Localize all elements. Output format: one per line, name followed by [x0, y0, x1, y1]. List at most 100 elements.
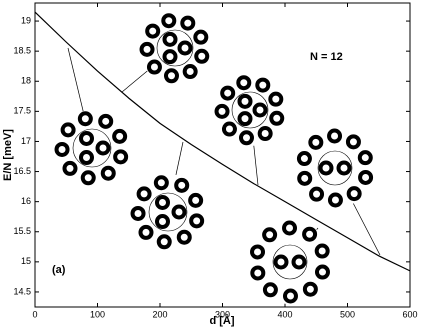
- y-tick-label: 18.5: [13, 46, 31, 56]
- ring: [155, 194, 170, 210]
- ring: [282, 288, 298, 304]
- ring: [269, 110, 285, 126]
- ring: [113, 149, 129, 165]
- ring: [236, 75, 252, 91]
- panel-label: (a): [52, 264, 66, 276]
- ring: [98, 113, 114, 129]
- ring: [357, 150, 373, 166]
- ring: [262, 227, 278, 243]
- ring: [77, 111, 93, 127]
- ring: [156, 234, 172, 250]
- cluster-outline: [231, 91, 269, 129]
- cluster-outline: [148, 192, 188, 232]
- y-tick-label: 15: [21, 256, 31, 266]
- ring: [346, 186, 362, 202]
- ring: [273, 254, 289, 270]
- ring: [297, 170, 313, 186]
- x-tick-label: 400: [277, 309, 292, 319]
- ring: [302, 281, 318, 297]
- ring: [327, 192, 343, 208]
- y-tick-label: 19: [21, 15, 31, 25]
- ring: [146, 59, 162, 75]
- cluster-outline: [272, 244, 308, 280]
- y-tick-label: 17.5: [13, 106, 31, 116]
- y-tick-label: 15.5: [13, 226, 31, 236]
- ring: [161, 13, 177, 29]
- ring: [194, 48, 210, 64]
- ring: [54, 141, 70, 157]
- ring: [318, 160, 334, 176]
- ring: [309, 186, 325, 202]
- y-tick-label: 18: [21, 76, 31, 86]
- x-tick-label: 200: [152, 309, 167, 319]
- ring: [221, 121, 237, 137]
- ring: [250, 244, 266, 260]
- cluster-outline: [156, 29, 194, 67]
- ring: [214, 103, 230, 119]
- ring: [182, 64, 198, 80]
- ring: [162, 49, 178, 65]
- ring: [189, 213, 205, 229]
- ring: [176, 229, 192, 245]
- series-line: [34, 11, 411, 272]
- x-tick-label: 600: [402, 309, 417, 319]
- ring: [153, 175, 169, 191]
- ring: [136, 186, 152, 202]
- ring: [79, 130, 94, 146]
- y-tick-label: 14.5: [13, 286, 31, 296]
- ring: [237, 93, 253, 109]
- ring: [345, 134, 361, 150]
- ring: [237, 111, 253, 127]
- y-axis-label: E/N [meV]: [2, 129, 14, 181]
- cluster-outline: [317, 150, 353, 186]
- ring: [112, 128, 128, 144]
- ring: [327, 128, 343, 144]
- ring: [155, 214, 170, 230]
- ring: [193, 29, 209, 45]
- ring: [291, 254, 307, 270]
- y-tick-label: 16: [21, 196, 31, 206]
- ring: [255, 77, 271, 93]
- ring: [314, 264, 330, 280]
- ring: [100, 165, 116, 181]
- x-tick-label: 300: [215, 309, 230, 319]
- ring: [302, 226, 318, 242]
- ring: [314, 243, 330, 259]
- cluster-outline: [72, 128, 112, 168]
- ring: [80, 170, 96, 186]
- ring: [250, 265, 266, 281]
- ring: [162, 31, 178, 47]
- x-axis-label: d [Å]: [209, 314, 234, 327]
- ring: [95, 140, 111, 156]
- x-tick-label: 500: [340, 309, 355, 319]
- ring: [138, 224, 154, 240]
- ring: [257, 126, 273, 142]
- ring: [238, 130, 254, 146]
- y-tick-label: 17: [21, 136, 31, 146]
- ring: [180, 15, 196, 31]
- ring: [79, 150, 94, 166]
- ring: [145, 23, 161, 39]
- chart-title: N = 12: [310, 51, 343, 63]
- ring: [336, 160, 352, 176]
- ring: [220, 85, 236, 101]
- ring: [262, 282, 278, 298]
- ring: [296, 151, 312, 167]
- ring: [252, 102, 268, 118]
- x-tick-label: 100: [90, 309, 105, 319]
- x-tick-label: 0: [32, 309, 37, 319]
- ring: [188, 192, 204, 208]
- ring: [282, 220, 298, 236]
- ring: [163, 68, 179, 84]
- ring: [139, 41, 155, 57]
- ring: [60, 122, 76, 138]
- ring: [177, 40, 193, 56]
- ring: [308, 134, 324, 150]
- ring: [130, 205, 146, 221]
- ring: [268, 91, 284, 107]
- ring: [358, 169, 374, 185]
- y-tick-label: 16.5: [13, 166, 31, 176]
- ring: [62, 160, 78, 176]
- ring: [174, 177, 190, 193]
